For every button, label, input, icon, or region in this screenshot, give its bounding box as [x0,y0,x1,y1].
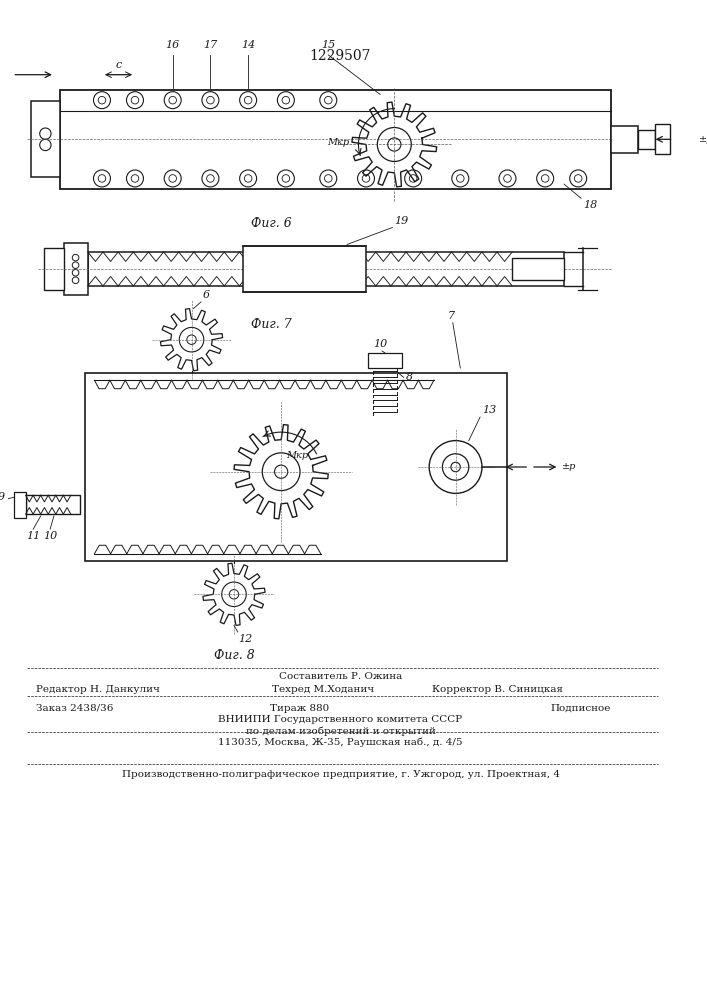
Text: ВНИИПИ Государственного комитета СССР: ВНИИПИ Государственного комитета СССР [218,715,462,724]
Text: ±p: ±p [562,462,576,471]
Text: ±p: ±p [699,135,707,144]
Text: 19: 19 [395,216,409,226]
Bar [64,243,88,295]
Text: Редактор Н. Данкулич: Редактор Н. Данкулич [36,685,160,694]
Bar [368,353,402,368]
Text: 14: 14 [241,40,255,50]
Bar [31,101,59,177]
Text: 1229507: 1229507 [310,49,371,63]
Text: 12: 12 [239,634,253,644]
Text: 17: 17 [204,40,218,50]
Bar [85,373,508,561]
Text: Фиг. 6: Фиг. 6 [251,217,292,230]
Bar [243,246,366,292]
Text: Фиг. 8: Фиг. 8 [214,649,255,662]
Text: 9: 9 [0,492,5,502]
Text: 10: 10 [43,531,57,541]
Text: Заказ 2438/36: Заказ 2438/36 [36,704,113,713]
Bar [44,248,64,290]
Text: Фиг. 7: Фиг. 7 [251,318,292,331]
Text: Подписное: Подписное [551,704,611,713]
Text: Тираж 880: Тираж 880 [270,704,329,713]
Text: Мкр: Мкр [327,138,349,147]
Bar [25,495,81,514]
Text: Мкр: Мкр [286,451,308,460]
Text: Производственно-полиграфическое предприятие, г. Ужгород, ул. Проектная, 4: Производственно-полиграфическое предприя… [122,770,559,779]
Text: 6: 6 [203,290,210,300]
Bar [638,130,655,149]
Text: 15: 15 [321,40,335,50]
Text: c: c [115,60,122,70]
Bar [655,124,670,154]
Bar [59,90,611,189]
Bar [14,492,25,518]
Text: 18: 18 [583,200,597,210]
Text: 13: 13 [482,405,496,415]
Text: 10: 10 [373,339,387,349]
Bar [611,126,638,153]
Text: 8: 8 [406,372,413,382]
Text: 113035, Москва, Ж-35, Раушская наб., д. 4/5: 113035, Москва, Ж-35, Раушская наб., д. … [218,738,463,747]
Text: 11: 11 [26,531,40,541]
Bar [88,252,564,286]
Bar [512,258,564,280]
Text: Корректор В. Синицкая: Корректор В. Синицкая [432,685,563,694]
Text: Техред М.Ходанич: Техред М.Ходанич [271,685,374,694]
Text: 16: 16 [165,40,180,50]
Text: по делам изобретений и открытий: по делам изобретений и открытий [245,726,436,736]
Text: Составитель Р. Ожина: Составитель Р. Ожина [279,672,402,681]
Text: 7: 7 [448,311,455,321]
